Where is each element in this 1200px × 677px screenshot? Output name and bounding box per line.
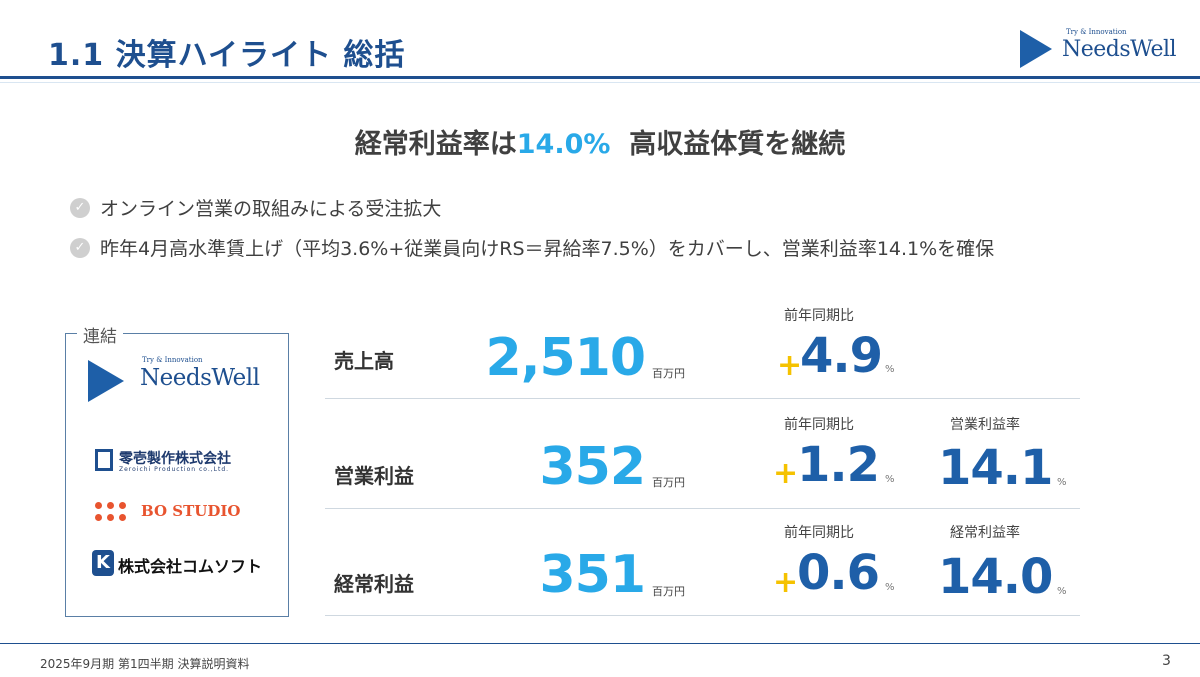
yoy-caption: 前年同期比	[784, 308, 854, 324]
bullet-item: ✓ オンライン営業の取組みによる受注拡大	[70, 194, 441, 221]
bullet-item: ✓ 昨年4月高水準賃上げ（平均3.6%+従業員向けRS＝昇給率7.5%）をカバーし…	[70, 234, 994, 261]
row-divider	[325, 615, 1080, 616]
metric-value-operating-income: 352	[539, 437, 646, 497]
check-icon: ✓	[70, 237, 90, 258]
metric-unit: 百万円	[652, 585, 685, 598]
plus-sign: +	[777, 348, 803, 383]
plus-sign: +	[773, 565, 799, 600]
page-title: 1.1 決算ハイライト 総括	[48, 38, 406, 73]
row-divider	[325, 398, 1080, 399]
bo-studio-name: BO STUDIO	[141, 502, 241, 520]
metric-label-sales: 売上高	[334, 349, 394, 373]
yoy-value: 0.6	[797, 545, 880, 601]
comsoft-logo: K 株式会社コムソフト	[92, 550, 272, 580]
comsoft-name: 株式会社コムソフト	[118, 557, 263, 576]
needswell-company-logo: Try & Innovation NeedsWell	[88, 356, 278, 406]
metric-unit: 百万円	[652, 476, 685, 489]
yoy-caption: 前年同期比	[784, 525, 854, 541]
bullet-text: 昨年4月高水準賃上げ（平均3.6%+従業員向けRS＝昇給率7.5%）をカバーし、…	[100, 238, 995, 260]
headline-text-after: 高収益体質を継続	[610, 129, 846, 160]
metric-label-operating-income: 営業利益	[334, 464, 414, 488]
consolidated-box	[65, 333, 289, 617]
yoy-unit: %	[885, 364, 895, 375]
zeroichi-name: 零壱製作株式会社	[119, 451, 231, 467]
headline-text-before: 経常利益率は	[354, 129, 517, 160]
margin-unit: %	[1057, 586, 1067, 597]
yoy-unit: %	[885, 474, 895, 485]
yoy-unit: %	[885, 582, 895, 593]
margin-caption: 経常利益率	[950, 525, 1020, 541]
logo-tagline: Try & Innovation	[1066, 28, 1127, 36]
triangle-logo-icon	[88, 360, 124, 402]
logo-wordmark: NeedsWell	[1062, 37, 1177, 62]
check-icon: ✓	[70, 197, 90, 218]
title-underline	[0, 76, 1200, 79]
yoy-value: 4.9	[800, 328, 883, 384]
metric-value-ordinary-income: 351	[539, 545, 646, 605]
headline-highlight: 14.0%	[516, 129, 611, 160]
triangle-logo-icon	[1020, 30, 1052, 68]
headline: 経常利益率は14.0% 高収益体質を継続	[0, 122, 1200, 161]
metric-value-sales: 2,510	[485, 328, 646, 388]
footer-rule	[0, 643, 1200, 644]
logo-tagline: Try & Innovation	[142, 356, 203, 364]
margin-value: 14.0	[938, 549, 1053, 605]
margin-value: 14.1	[938, 440, 1053, 496]
margin-caption: 営業利益率	[950, 417, 1020, 433]
yoy-value: 1.2	[797, 437, 880, 493]
metric-unit: 百万円	[652, 367, 685, 380]
zeroichi-subtitle: Zeroichi Production co.,Ltd.	[119, 466, 230, 473]
needswell-logo: Try & Innovation NeedsWell	[1020, 28, 1177, 72]
bullet-text: オンライン営業の取組みによる受注拡大	[100, 198, 442, 220]
k-logo-icon: K	[92, 550, 114, 576]
logo-wordmark: NeedsWell	[140, 365, 260, 391]
row-divider	[325, 508, 1080, 509]
page-number: 3	[1162, 653, 1171, 669]
dots-logo-icon	[95, 502, 133, 524]
margin-unit: %	[1057, 477, 1067, 488]
footer-text: 2025年9月期 第1四半期 決算説明資料	[40, 657, 250, 671]
plus-sign: +	[773, 456, 799, 491]
title-underline-light	[0, 82, 1200, 83]
bo-studio-logo: BO STUDIO	[95, 500, 275, 526]
yoy-caption: 前年同期比	[784, 417, 854, 433]
square-logo-icon	[95, 449, 113, 471]
zeroichi-logo: 零壱製作株式会社 Zeroichi Production co.,Ltd.	[95, 448, 275, 478]
metric-label-ordinary-income: 経常利益	[334, 572, 414, 596]
consolidated-label: 連結	[77, 322, 123, 347]
